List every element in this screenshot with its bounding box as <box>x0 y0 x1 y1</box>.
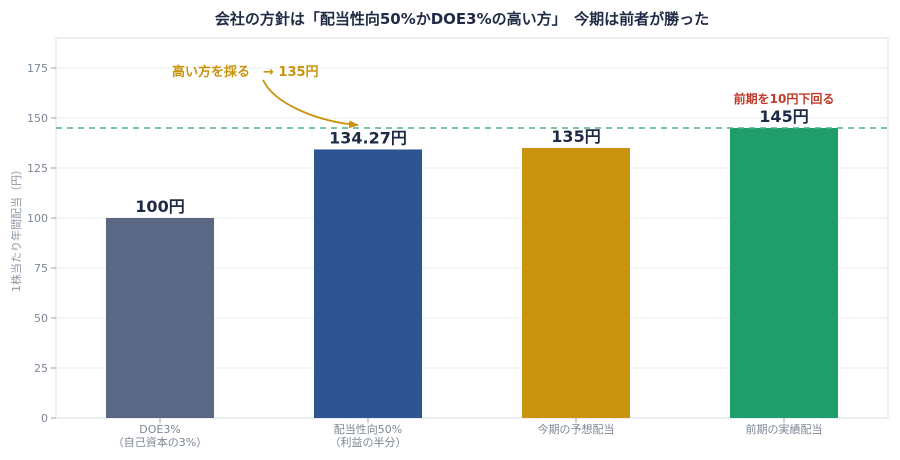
y-axis-ticks: 0 25 50 75 100 125 150 175 <box>27 62 56 425</box>
y-tick-label: 150 <box>27 112 48 125</box>
y-tick-label: 0 <box>41 412 48 425</box>
x-tick-label: 今期の予想配当 <box>538 422 615 436</box>
annotation-arrow <box>262 79 359 129</box>
value-label: 100円 <box>135 197 184 216</box>
x-tick-label: DOE3% <box>139 423 181 436</box>
x-tick-label: （自己資本の3%） <box>113 435 207 449</box>
value-label: 145円 <box>759 107 808 126</box>
value-label: 134.27円 <box>329 128 407 147</box>
y-tick-label: 75 <box>34 262 48 275</box>
x-tick-label: （利益の半分） <box>330 435 407 449</box>
bar <box>106 218 214 418</box>
y-axis-label: 1株当たり年間配当（円） <box>9 164 23 292</box>
bar <box>314 149 422 418</box>
y-tick-label: 125 <box>27 162 48 175</box>
value-label: 135円 <box>551 127 600 146</box>
bar <box>522 148 630 418</box>
value-labels: 100円 134.27円 135円 145円 <box>135 107 808 216</box>
x-axis-labels: DOE3%（自己資本の3%） 配当性向50%（利益の半分） 今期の予想配当 前期の実績… <box>113 422 823 449</box>
y-tick-label: 175 <box>27 62 48 75</box>
annotation-higher: 高い方を採る → 135円 <box>172 64 319 80</box>
y-tick-label: 100 <box>27 212 48 225</box>
bar <box>730 128 838 418</box>
plot-frame <box>55 37 889 419</box>
x-tick-label: 前期の実績配当 <box>746 422 823 436</box>
x-tick-label: 配当性向50% <box>334 422 402 436</box>
bars <box>106 128 838 423</box>
annotation-below-prior: 前期を10円下回る <box>734 91 835 106</box>
y-tick-label: 50 <box>34 312 48 325</box>
chart-title: 会社の方針は「配当性向50%かDOE3%の高い方」 今期は前者が勝った <box>215 10 709 28</box>
y-tick-label: 25 <box>34 362 48 375</box>
